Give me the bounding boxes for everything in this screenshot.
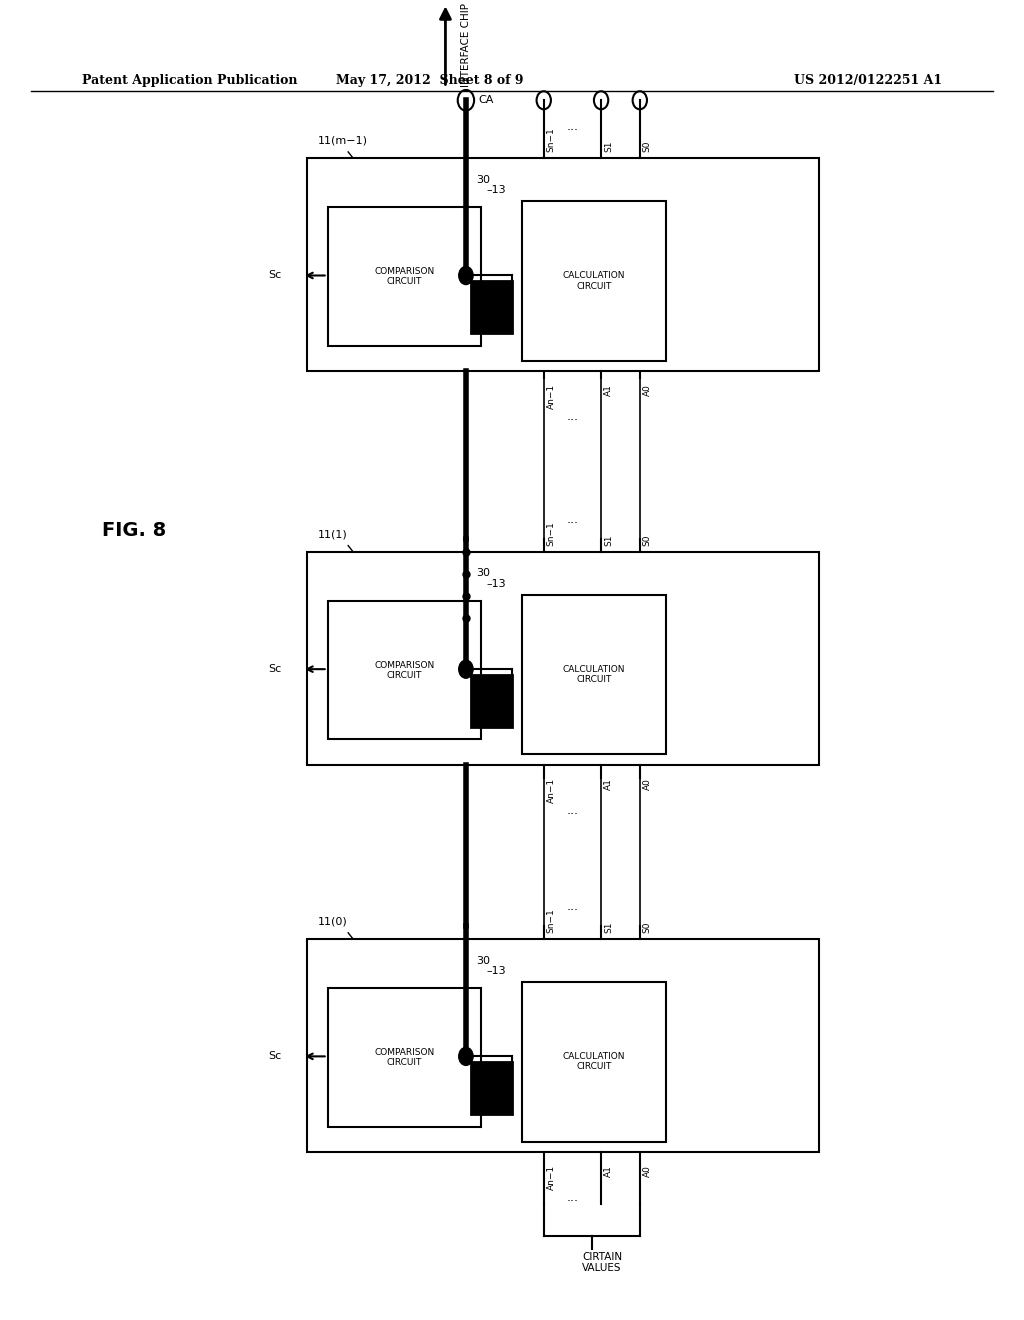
- Bar: [471, 1063, 512, 1114]
- Text: Sc: Sc: [268, 271, 282, 280]
- Text: 11(m−1): 11(m−1): [317, 136, 368, 145]
- Text: COMPARISON
CIRCUIT: COMPARISON CIRCUIT: [375, 1048, 434, 1067]
- Text: May 17, 2012  Sheet 8 of 9: May 17, 2012 Sheet 8 of 9: [336, 74, 524, 87]
- Text: CALCULATION
CIRCUIT: CALCULATION CIRCUIT: [562, 1052, 626, 1072]
- Bar: [328, 989, 481, 1127]
- Text: A1: A1: [604, 1166, 613, 1177]
- Bar: [471, 281, 512, 333]
- Text: S0: S0: [643, 921, 652, 933]
- Text: ...: ...: [566, 1191, 579, 1204]
- Text: 30: 30: [476, 174, 490, 185]
- Circle shape: [459, 1047, 473, 1065]
- Bar: [307, 158, 819, 371]
- Text: Patent Application Publication: Patent Application Publication: [82, 74, 297, 87]
- Text: ...: ...: [566, 120, 579, 132]
- Text: CN: CN: [471, 317, 485, 326]
- Text: INTERFACE CHIP: INTERFACE CHIP: [461, 4, 471, 87]
- Circle shape: [459, 267, 473, 285]
- Text: ...: ...: [566, 411, 579, 422]
- Text: Sc: Sc: [268, 1051, 282, 1061]
- Bar: [522, 201, 666, 360]
- Text: 11(1): 11(1): [317, 529, 347, 539]
- Bar: [471, 675, 512, 727]
- Text: S0: S0: [643, 140, 652, 152]
- Text: S1: S1: [604, 921, 613, 933]
- Text: Sn−1: Sn−1: [547, 908, 556, 933]
- Text: Sn−1: Sn−1: [547, 521, 556, 545]
- Text: Sn−1: Sn−1: [547, 127, 556, 152]
- Text: –13: –13: [486, 579, 506, 589]
- Text: ...: ...: [566, 513, 579, 527]
- Text: ...: ...: [566, 804, 579, 817]
- Text: CA: CA: [478, 95, 494, 106]
- Text: COMPARISON
CIRCUIT: COMPARISON CIRCUIT: [375, 267, 434, 286]
- Text: An−1: An−1: [547, 384, 556, 409]
- Bar: [328, 207, 481, 346]
- Text: CN: CN: [471, 1097, 485, 1107]
- Text: A0: A0: [643, 777, 652, 789]
- Text: US 2012/0122251 A1: US 2012/0122251 A1: [794, 74, 942, 87]
- Text: 30: 30: [476, 956, 490, 965]
- Text: COMPARISON
CIRCUIT: COMPARISON CIRCUIT: [375, 660, 434, 680]
- Text: S1: S1: [604, 140, 613, 152]
- Text: An−1: An−1: [547, 1166, 556, 1191]
- Text: 30: 30: [476, 569, 490, 578]
- Text: A0: A0: [643, 384, 652, 396]
- Text: A1: A1: [604, 777, 613, 789]
- Text: CIRTAIN
VALUES: CIRTAIN VALUES: [582, 1251, 622, 1274]
- Bar: [307, 552, 819, 766]
- Text: FIG. 8: FIG. 8: [102, 520, 167, 540]
- Bar: [522, 982, 666, 1142]
- Text: CALCULATION
CIRCUIT: CALCULATION CIRCUIT: [562, 271, 626, 290]
- Text: –13: –13: [486, 966, 506, 977]
- Text: Sc: Sc: [268, 664, 282, 675]
- Text: S1: S1: [604, 535, 613, 545]
- Text: S0: S0: [643, 535, 652, 545]
- Text: A1: A1: [604, 384, 613, 396]
- Text: 11(0): 11(0): [317, 916, 347, 927]
- Text: CN: CN: [471, 710, 485, 721]
- Text: ...: ...: [566, 900, 579, 913]
- Bar: [328, 601, 481, 739]
- Circle shape: [459, 660, 473, 678]
- Bar: [522, 594, 666, 754]
- Text: A0: A0: [643, 1166, 652, 1177]
- Text: CALCULATION
CIRCUIT: CALCULATION CIRCUIT: [562, 665, 626, 684]
- Bar: [307, 940, 819, 1152]
- Text: –13: –13: [486, 185, 506, 195]
- Text: An−1: An−1: [547, 777, 556, 803]
